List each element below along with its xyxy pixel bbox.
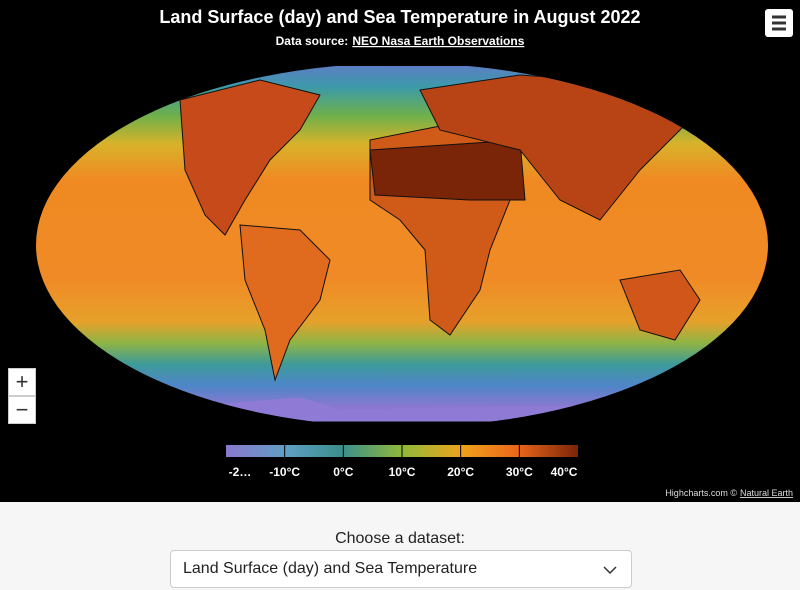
color-tick-label: 30°C (506, 465, 533, 479)
color-tick-label: 0°C (333, 465, 353, 479)
subtitle-prefix: Data source: (276, 34, 349, 48)
zoom-out[interactable]: − (8, 396, 36, 424)
color-tick-label: 40°C (551, 465, 578, 479)
color-tick-label: 20°C (447, 465, 474, 479)
map-chart: Land Surface (day) and Sea Temperature i… (0, 0, 800, 502)
credits: Highcharts.com © Natural Earth (665, 488, 793, 498)
dataset-label: Choose a dataset: (335, 530, 465, 547)
credits-link[interactable]: Natural Earth (740, 488, 793, 498)
color-tick-label: -10°C (269, 465, 300, 479)
land (149, 74, 701, 422)
credits-text: Highcharts.com © (665, 488, 737, 498)
subtitle-link[interactable]: NEO Nasa Earth Observations (352, 34, 524, 48)
map-area (36, 66, 768, 422)
select-arrow (603, 566, 617, 575)
menu-button[interactable] (765, 9, 793, 37)
dataset-select[interactable]: Land Surface (day) and Sea Temperature (170, 550, 632, 588)
color-tick-label: -2… (229, 465, 252, 479)
selected-option: Land Surface (day) and Sea Temperature (183, 560, 478, 577)
title: Land Surface (day) and Sea Temperature i… (159, 7, 640, 27)
subtitle: Data source: NEO Nasa Earth Observations (276, 34, 525, 48)
color-tick-label: 10°C (389, 465, 416, 479)
zoom-in[interactable]: + (8, 368, 36, 396)
